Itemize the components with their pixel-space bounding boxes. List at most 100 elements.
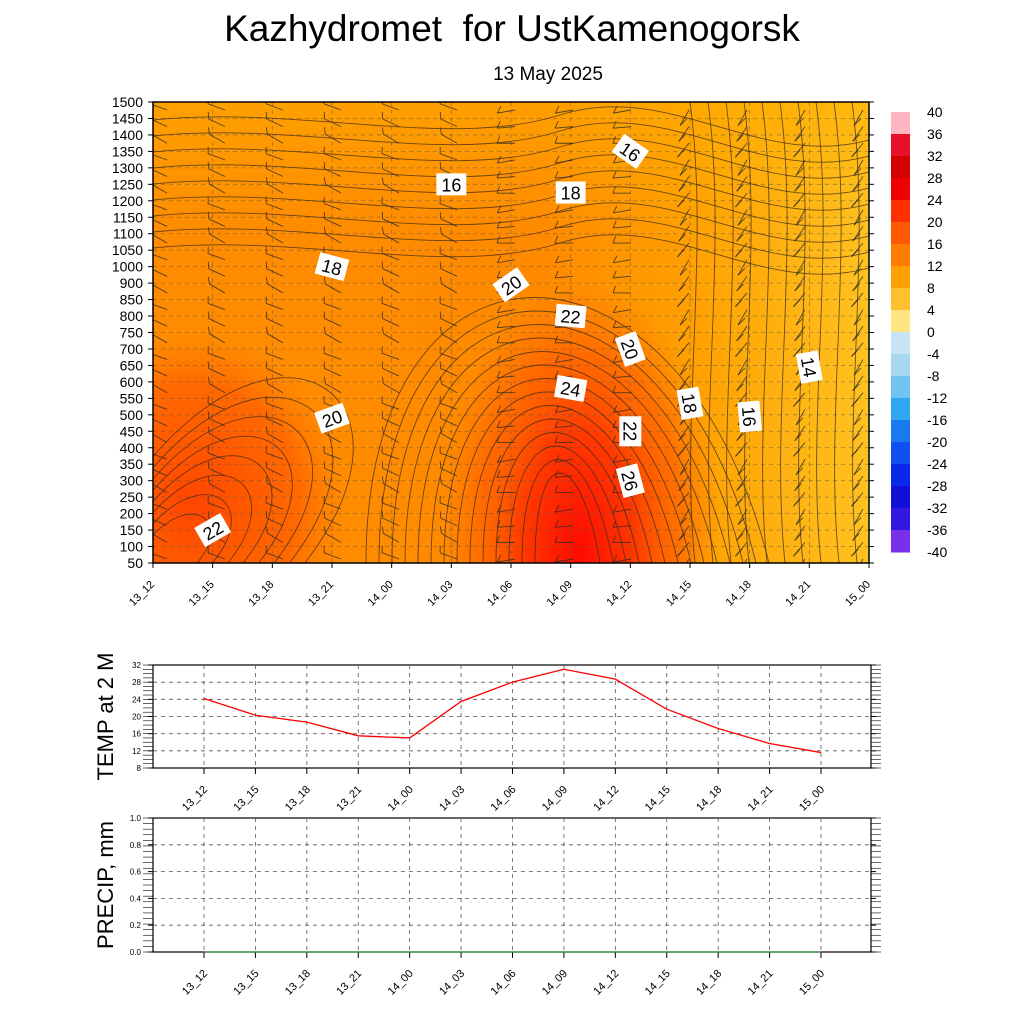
wind-barb	[736, 525, 748, 541]
wind-barb	[555, 525, 574, 528]
contour-mid	[534, 472, 601, 563]
contour-label: 18	[676, 386, 704, 420]
wind-barb-flag	[737, 267, 746, 276]
wind-barb-flag	[554, 420, 559, 428]
wind-barb	[383, 233, 400, 244]
contour-mid	[430, 364, 705, 563]
colorbar-label: 20	[927, 214, 943, 230]
y-tick-label: 750	[120, 325, 144, 341]
y-tick-label: 1050	[112, 242, 143, 258]
x-tick-label: 14_18	[724, 579, 754, 609]
colorbar-label: -28	[927, 478, 947, 494]
contour-label-bg	[314, 252, 350, 282]
contour-label: 26	[615, 463, 645, 499]
x-tick-label: 14_12	[604, 579, 634, 609]
contour-label: 24	[553, 375, 588, 402]
panel-y-tick-label: 32	[132, 661, 141, 670]
wind-barb	[440, 417, 458, 427]
wind-barb	[383, 383, 400, 394]
wind-barb	[207, 552, 226, 560]
wind-barb	[497, 558, 516, 563]
wind-barb-flag	[612, 320, 617, 328]
wind-barb	[383, 133, 400, 144]
wind-barb-flag	[852, 283, 860, 292]
wind-barb-flag	[496, 121, 501, 129]
wind-barb-flag	[612, 335, 616, 343]
wind-barb-flag	[612, 470, 617, 478]
wind-barb-flag	[496, 136, 500, 144]
contour-label-text: 18	[561, 184, 581, 204]
wind-barb-flag	[612, 535, 616, 543]
wind-barb-flag	[737, 168, 746, 176]
wind-barb	[678, 176, 690, 192]
wind-barb	[265, 203, 284, 211]
panel-y-tick-label: 0.2	[130, 921, 142, 930]
wind-barb	[794, 126, 806, 142]
wind-barb-flag	[554, 435, 558, 443]
wind-barb-flag	[554, 255, 560, 263]
wind-barb	[265, 153, 284, 161]
contour-mid	[443, 378, 692, 563]
contour-upper	[153, 202, 869, 243]
wind-barb-flag	[612, 485, 616, 493]
wind-barb	[265, 302, 284, 310]
y-tick-label: 850	[120, 292, 144, 308]
wind-barb-flag	[851, 349, 859, 357]
wind-barb-flag	[795, 168, 804, 176]
contour-label: 18	[555, 181, 586, 204]
contour-right	[797, 102, 806, 563]
wind-barb	[555, 259, 574, 264]
wind-barb	[555, 159, 574, 164]
colorbar-swatch	[891, 200, 910, 223]
x-tick-label: 13_15	[187, 579, 217, 609]
wind-barb-flag	[381, 376, 384, 384]
wind-barb-flag	[736, 533, 744, 541]
panel-y-tick-label: 20	[132, 713, 141, 722]
wind-barb	[613, 458, 632, 463]
wind-barb	[153, 533, 168, 543]
contour-label-bg	[554, 303, 587, 329]
contour-upper	[153, 170, 869, 211]
wind-barb	[207, 352, 226, 360]
contour-left	[153, 416, 314, 563]
wind-barb	[383, 183, 400, 194]
wind-barb	[153, 384, 168, 394]
wind-barb	[555, 408, 574, 413]
wind-barb	[267, 233, 284, 244]
wind-barb-flag	[150, 427, 151, 434]
wind-barb-flag	[852, 483, 860, 491]
wind-barb-flag	[439, 127, 442, 135]
wind-barb	[439, 253, 458, 261]
wind-barb	[324, 118, 342, 128]
wind-barb-flag	[496, 355, 502, 363]
panel-y-tick-label: 24	[132, 695, 141, 704]
wind-barb-flag	[265, 426, 268, 434]
wind-barb	[736, 276, 748, 292]
wind-barb	[208, 268, 226, 277]
panel-y-tick-label: 28	[132, 678, 141, 687]
wind-barb	[679, 508, 690, 525]
wind-barb-flag	[854, 568, 861, 575]
wind-barb	[679, 309, 690, 326]
wind-barb-flag	[612, 435, 616, 443]
contour-label-bg	[615, 463, 645, 499]
wind-barb	[678, 276, 690, 292]
wind-barb	[497, 325, 516, 329]
wind-barb	[853, 109, 864, 126]
wind-barb	[613, 375, 632, 379]
y-tick-label: 50	[127, 555, 143, 571]
wind-barb	[382, 417, 400, 427]
wind-barb-flag	[496, 520, 501, 528]
wind-barb	[323, 352, 342, 360]
wind-barb-flag	[853, 367, 862, 376]
wind-barb	[679, 259, 690, 276]
wind-barb	[207, 402, 226, 410]
wind-barb	[794, 325, 806, 342]
y-tick-label: 450	[120, 423, 144, 439]
wind-barb	[497, 109, 516, 114]
panel-x-tick-label: 13_21	[334, 784, 364, 814]
y-tick-label: 1200	[112, 193, 143, 209]
chart-title: Kazhydromet for UstKamenogorsk	[224, 8, 800, 49]
wind-barb	[440, 318, 458, 327]
